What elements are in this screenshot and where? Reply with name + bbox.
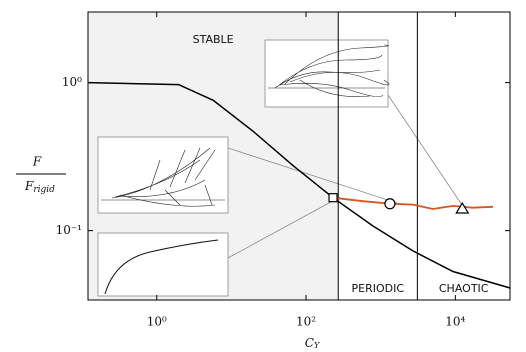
x-tick-label: 10²	[296, 315, 316, 329]
x-tick-label: 10⁰	[147, 315, 167, 329]
connector	[388, 95, 462, 205]
y-tick-label: 10⁰	[62, 75, 82, 89]
inset	[98, 137, 228, 213]
inset	[98, 233, 228, 296]
marker-circle	[385, 199, 395, 209]
region-label: STABLE	[193, 33, 234, 46]
inset	[265, 40, 388, 107]
chart: STABLE PERIODIC CHAOTIC 10⁰ 10² 10⁴ 10⁰ 10⁻¹ CY F…	[0, 0, 526, 352]
region-label: PERIODIC	[352, 282, 405, 295]
y-tick-label: 10⁻¹	[56, 223, 82, 237]
y-label-numerator: F	[32, 155, 42, 169]
region-label: CHAOTIC	[439, 282, 489, 295]
x-label-sub: Y	[314, 341, 320, 350]
series-line	[333, 198, 493, 209]
marker-square	[329, 194, 337, 202]
y-label-den-sub: rigid	[33, 185, 55, 195]
x-tick-label: 10⁴	[445, 315, 465, 329]
x-axis-label: CY	[305, 336, 320, 351]
x-label-main: C	[305, 336, 314, 350]
y-label-denominator: Frigid	[24, 179, 55, 195]
